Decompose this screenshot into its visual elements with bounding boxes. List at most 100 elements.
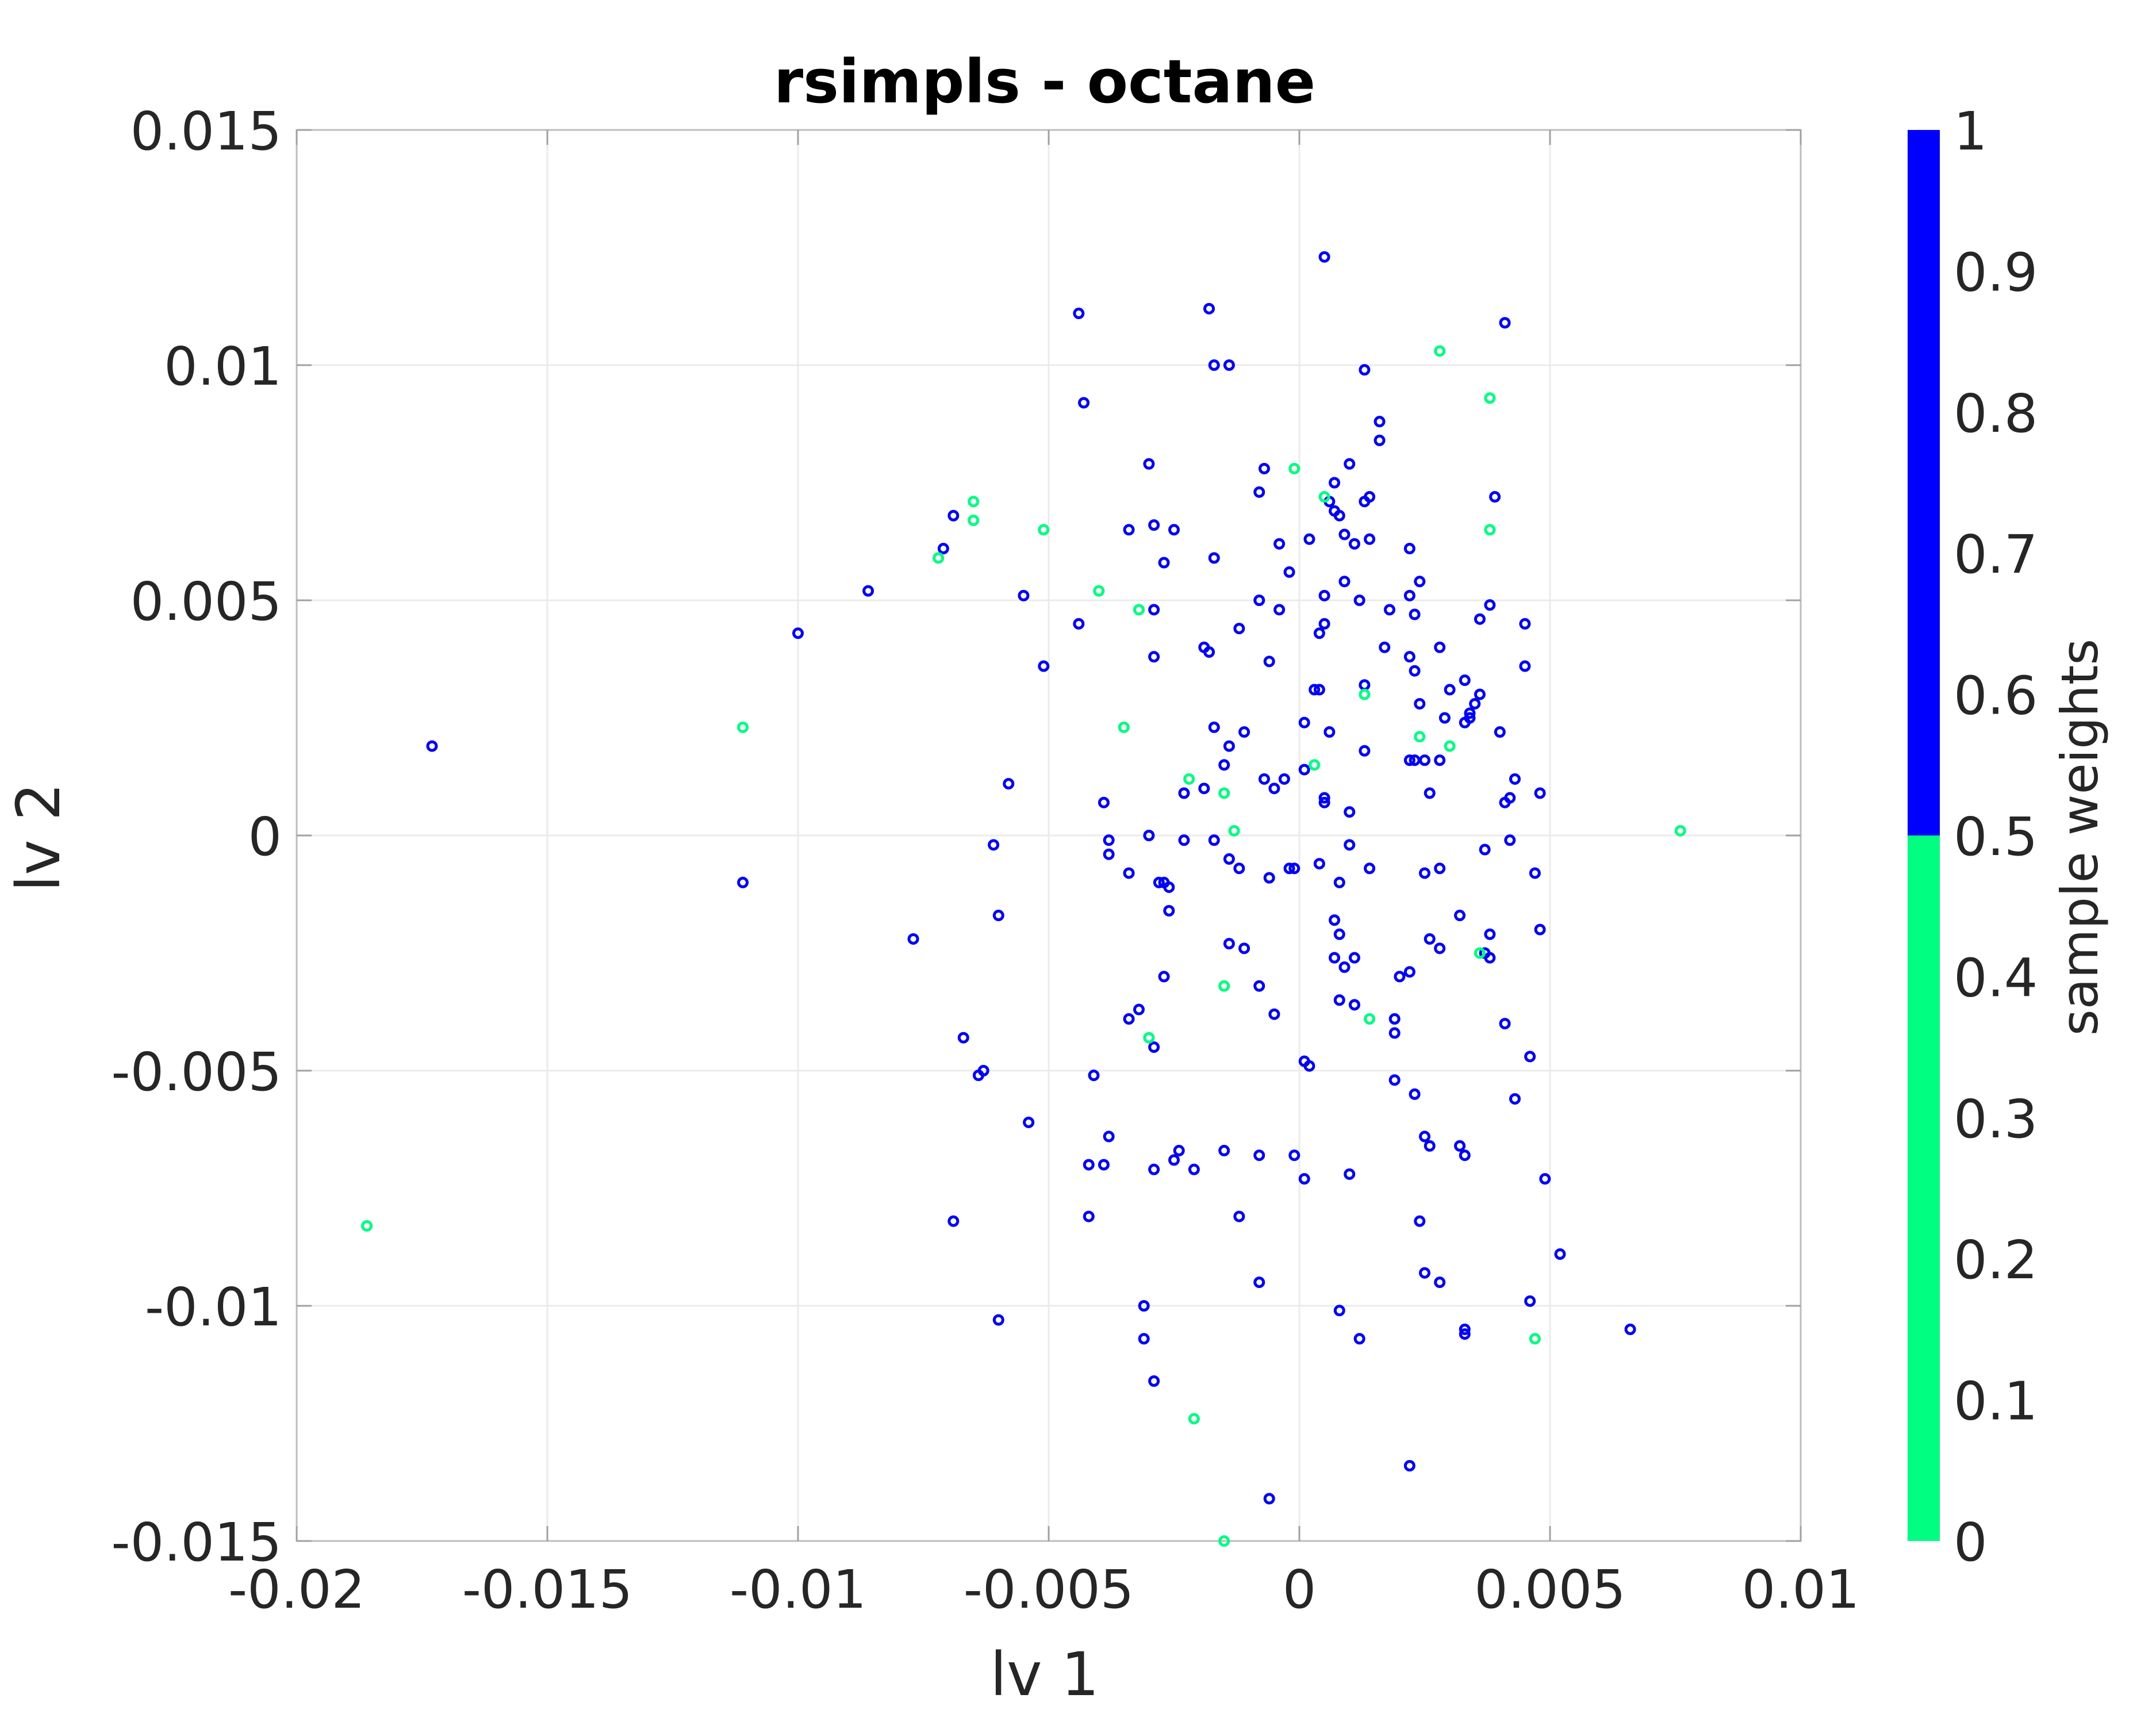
- data-point: [1238, 942, 1250, 954]
- data-point: [1459, 716, 1471, 729]
- data-point: [1103, 834, 1115, 846]
- data-point: [1283, 566, 1295, 578]
- data-point: [1484, 392, 1496, 404]
- x-tick-label: 0.005: [1474, 1559, 1625, 1620]
- y-tick-label: -0.015: [111, 1512, 282, 1573]
- data-point: [1489, 491, 1501, 503]
- y-tick-label: 0.01: [164, 336, 282, 397]
- data-point: [1173, 1145, 1185, 1157]
- data-point: [1329, 914, 1341, 926]
- data-point: [1464, 707, 1476, 719]
- data-point: [1554, 1248, 1566, 1260]
- data-point: [1674, 825, 1686, 837]
- data-point: [1313, 858, 1325, 870]
- data-point: [1223, 853, 1235, 865]
- x-tick-label: -0.01: [730, 1559, 866, 1620]
- colorbar: 1 0.9 0.8 0.7 0.6 0.5 0.4 0.3 0.2 0.1 0: [1908, 101, 2038, 1573]
- data-point: [1444, 740, 1456, 752]
- data-point: [1168, 524, 1180, 536]
- data-point: [1499, 796, 1511, 808]
- data-point: [1424, 1140, 1436, 1152]
- data-point: [1138, 1300, 1150, 1312]
- data-point: [1534, 787, 1546, 799]
- data-point: [1474, 947, 1486, 959]
- data-point: [1218, 1145, 1230, 1157]
- data-point: [1153, 876, 1165, 888]
- data-point: [1233, 862, 1245, 875]
- data-point: [1519, 660, 1531, 672]
- data-point: [1414, 576, 1426, 588]
- data-point: [1484, 952, 1496, 964]
- data-point: [933, 552, 945, 564]
- data-point: [1479, 844, 1491, 856]
- data-point: [1459, 1323, 1471, 1335]
- data-point: [1394, 971, 1406, 983]
- data-point: [1454, 910, 1466, 922]
- data-point: [1403, 651, 1415, 663]
- data-point: [862, 585, 874, 597]
- data-point: [1123, 867, 1135, 879]
- data-point: [1344, 458, 1356, 470]
- data-point: [1388, 1074, 1401, 1086]
- y-tick-label: 0.015: [131, 101, 282, 162]
- data-point: [792, 627, 804, 639]
- data-point: [1103, 848, 1115, 860]
- data-point: [1309, 684, 1321, 696]
- data-point: [1288, 1149, 1300, 1162]
- data-point: [1223, 740, 1235, 752]
- data-point: [1374, 416, 1386, 428]
- data-point: [1188, 1163, 1200, 1175]
- data-point: [1253, 1149, 1265, 1162]
- x-tick-label: -0.005: [964, 1559, 1134, 1620]
- data-point: [968, 514, 980, 526]
- data-point: [1344, 1168, 1356, 1180]
- data-point: [988, 839, 1000, 851]
- data-point: [737, 876, 749, 888]
- data-point: [361, 1220, 373, 1232]
- data-point: [972, 1070, 984, 1082]
- data-point: [1333, 876, 1345, 888]
- data-point: [1083, 1159, 1095, 1171]
- data-point: [1263, 1493, 1275, 1505]
- data-point: [1529, 867, 1541, 879]
- data-point: [947, 509, 960, 522]
- data-point: [1208, 359, 1220, 371]
- data-point: [1484, 524, 1496, 536]
- data-point: [1509, 1093, 1521, 1105]
- data-point: [1529, 1333, 1541, 1345]
- data-point: [1333, 1305, 1345, 1317]
- data-point: [1148, 519, 1160, 531]
- data-point: [1333, 928, 1345, 940]
- data-point: [1233, 623, 1245, 635]
- data-point: [1268, 1008, 1280, 1020]
- data-point: [1118, 721, 1130, 733]
- data-point: [1143, 458, 1155, 470]
- data-point: [1273, 604, 1286, 616]
- data-point: [1268, 783, 1280, 795]
- data-point: [1419, 867, 1430, 879]
- data-point: [1524, 1295, 1536, 1307]
- y-axis-ticks: 0.015 0.01 0.005 0 -0.005 -0.01 -0.015: [111, 101, 1801, 1573]
- data-point: [1494, 726, 1506, 738]
- data-point: [1519, 618, 1531, 630]
- data-point: [1409, 665, 1421, 677]
- data-point: [1288, 462, 1300, 474]
- data-point: [737, 721, 749, 733]
- data-point: [1419, 754, 1430, 766]
- data-point: [1133, 604, 1145, 616]
- data-point: [1148, 604, 1160, 616]
- colorbar-low-segment: [1908, 835, 1940, 1541]
- data-point: [1359, 688, 1371, 700]
- data-point: [1233, 1210, 1245, 1222]
- data-point: [1329, 952, 1341, 964]
- data-point: [1419, 1267, 1430, 1279]
- data-point: [1263, 656, 1275, 668]
- data-point: [1414, 731, 1426, 743]
- data-point: [1434, 641, 1446, 653]
- x-tick-label: 0.01: [1742, 1559, 1860, 1620]
- data-point: [1454, 1140, 1466, 1152]
- data-point: [1484, 599, 1496, 611]
- data-point: [1348, 952, 1360, 964]
- y-tick-label: -0.01: [145, 1276, 282, 1338]
- data-point: [1338, 961, 1351, 973]
